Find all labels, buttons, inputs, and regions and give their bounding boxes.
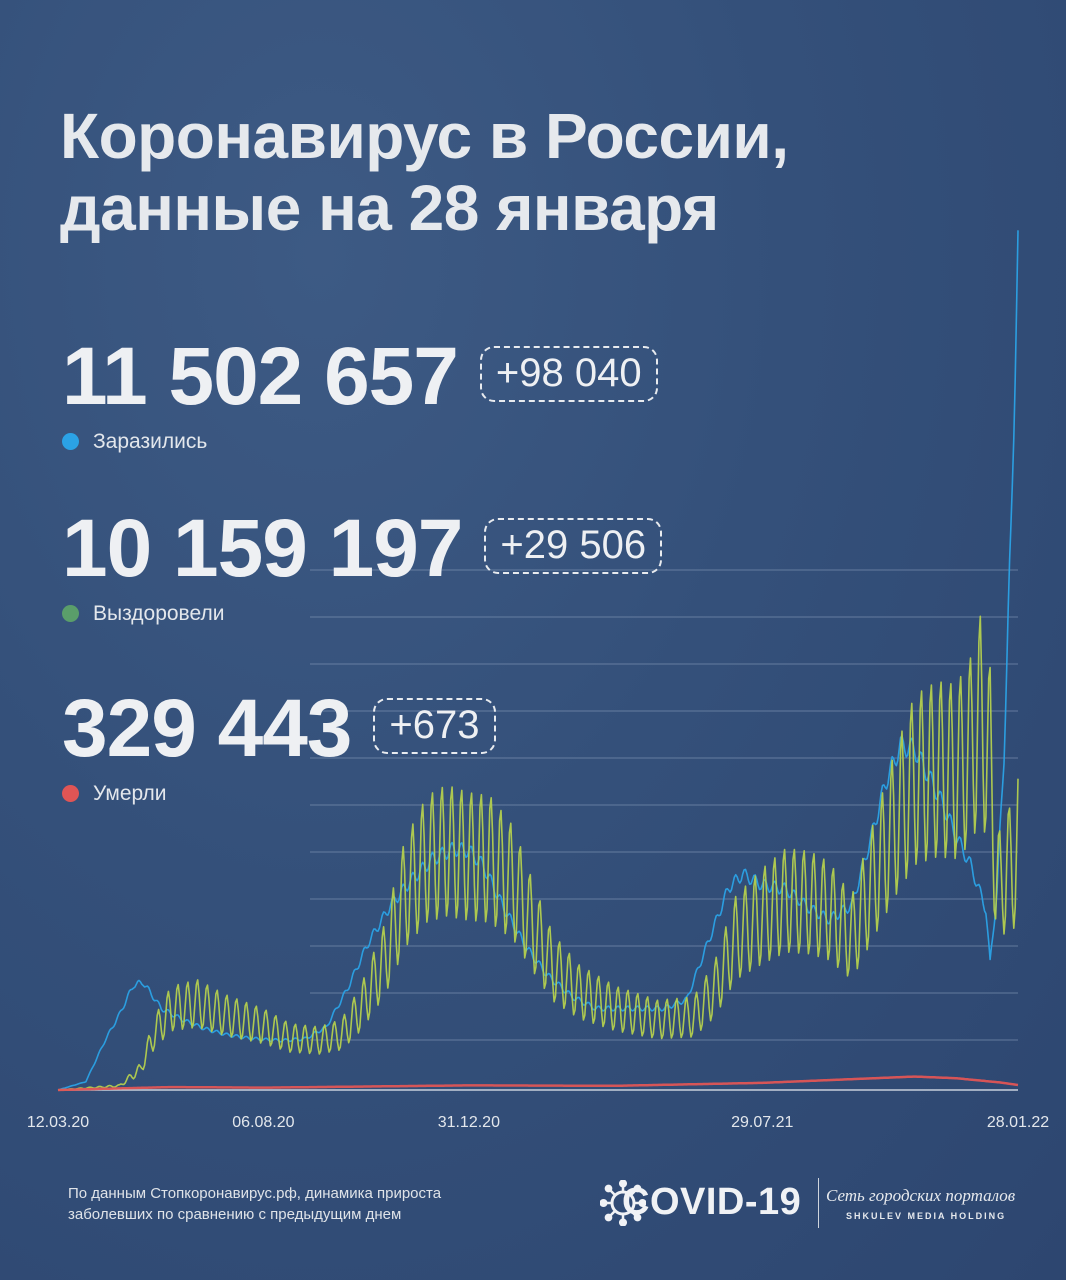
x-tick-label: 12.03.20: [27, 1114, 89, 1131]
brand-wordmark: COVID-19: [622, 1181, 802, 1223]
infected-label-row: Заразились: [62, 430, 658, 454]
virus-icon: [600, 1180, 646, 1226]
infected-dot-icon: [62, 433, 79, 450]
recovered-label-row: Выздоровели: [62, 602, 662, 626]
x-tick-label: 06.08.20: [232, 1114, 294, 1131]
source-note-line-2: заболевших по сравнению с предыдущим дне…: [68, 1206, 402, 1223]
series-line-3: [58, 1075, 1019, 1092]
infected-label: Заразились: [93, 430, 208, 453]
recovered-label: Выздоровели: [93, 602, 225, 625]
stat-died: 329 443 +673 Умерли: [62, 688, 496, 806]
recovered-total: 10 159 197: [62, 503, 463, 594]
brand-holding: SHKULEV MEDIA HOLDING: [846, 1211, 1007, 1221]
died-total: 329 443: [62, 683, 352, 774]
page-title: Коронавирус в России, данные на 28 январ…: [60, 100, 789, 244]
page-title-line-2: данные на 28 января: [60, 172, 719, 244]
brand-divider: [818, 1178, 819, 1228]
x-tick-label: 31.12.20: [438, 1114, 500, 1131]
recovered-dot-icon: [62, 605, 79, 622]
infected-total: 11 502 657: [62, 331, 459, 422]
died-label: Умерли: [93, 782, 167, 805]
x-tick-label: 28.01.22: [987, 1114, 1049, 1131]
brand-block: COVID-19 Сеть городских порталов SHKULEV…: [600, 1172, 1020, 1236]
brand-network: Сеть городских порталов: [826, 1186, 1016, 1205]
series-line-1: [57, 230, 1019, 1091]
x-tick-label: 29.07.21: [731, 1114, 793, 1131]
page-title-line-1: Коронавирус в России,: [60, 100, 789, 172]
died-dot-icon: [62, 785, 79, 802]
series-line-2: [57, 615, 1019, 1091]
died-label-row: Умерли: [62, 782, 496, 806]
source-note: По данным Стопкоронавирус.рф, динамика п…: [68, 1183, 441, 1225]
infected-delta: +98 040: [479, 346, 658, 402]
died-delta: +673: [373, 698, 496, 754]
stat-infected: 11 502 657 +98 040 Заразились: [62, 336, 658, 454]
stat-recovered: 10 159 197 +29 506 Выздоровели: [62, 503, 663, 626]
source-note-line-1: По данным Стопкоронавирус.рф, динамика п…: [68, 1185, 442, 1202]
recovered-delta: +29 506: [484, 518, 663, 574]
